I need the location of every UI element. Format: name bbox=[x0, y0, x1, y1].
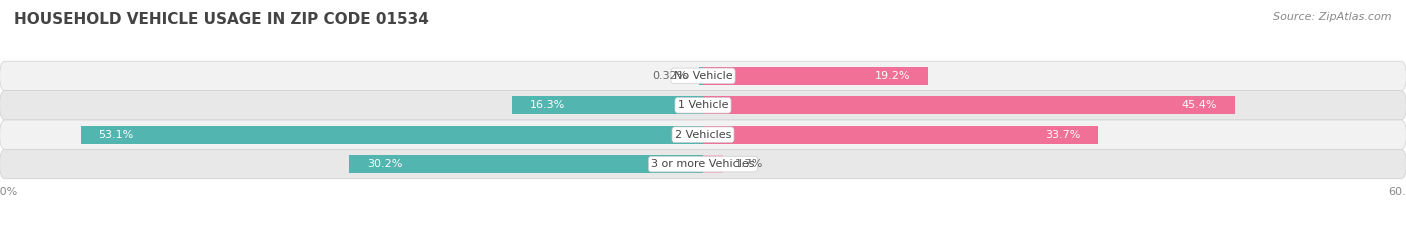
Text: 2 Vehicles: 2 Vehicles bbox=[675, 130, 731, 140]
Bar bbox=[699, 67, 703, 85]
Text: 19.2%: 19.2% bbox=[875, 71, 911, 81]
Text: 3 or more Vehicles: 3 or more Vehicles bbox=[651, 159, 755, 169]
Text: 16.3%: 16.3% bbox=[530, 100, 565, 110]
Text: 0.32%: 0.32% bbox=[652, 71, 688, 81]
Bar bbox=[703, 126, 1098, 144]
Bar bbox=[349, 155, 703, 173]
FancyBboxPatch shape bbox=[0, 61, 1406, 91]
Bar bbox=[82, 126, 703, 144]
FancyBboxPatch shape bbox=[0, 149, 1406, 179]
FancyBboxPatch shape bbox=[0, 120, 1406, 149]
Text: No Vehicle: No Vehicle bbox=[673, 71, 733, 81]
Text: 1 Vehicle: 1 Vehicle bbox=[678, 100, 728, 110]
Bar bbox=[703, 96, 1234, 114]
Text: 1.7%: 1.7% bbox=[734, 159, 763, 169]
Text: 30.2%: 30.2% bbox=[367, 159, 402, 169]
Bar bbox=[512, 96, 703, 114]
Text: HOUSEHOLD VEHICLE USAGE IN ZIP CODE 01534: HOUSEHOLD VEHICLE USAGE IN ZIP CODE 0153… bbox=[14, 12, 429, 27]
Bar bbox=[703, 67, 928, 85]
Text: 33.7%: 33.7% bbox=[1045, 130, 1080, 140]
Bar bbox=[703, 155, 723, 173]
Text: 53.1%: 53.1% bbox=[98, 130, 134, 140]
Text: Source: ZipAtlas.com: Source: ZipAtlas.com bbox=[1274, 12, 1392, 22]
FancyBboxPatch shape bbox=[0, 91, 1406, 120]
Text: 45.4%: 45.4% bbox=[1182, 100, 1218, 110]
